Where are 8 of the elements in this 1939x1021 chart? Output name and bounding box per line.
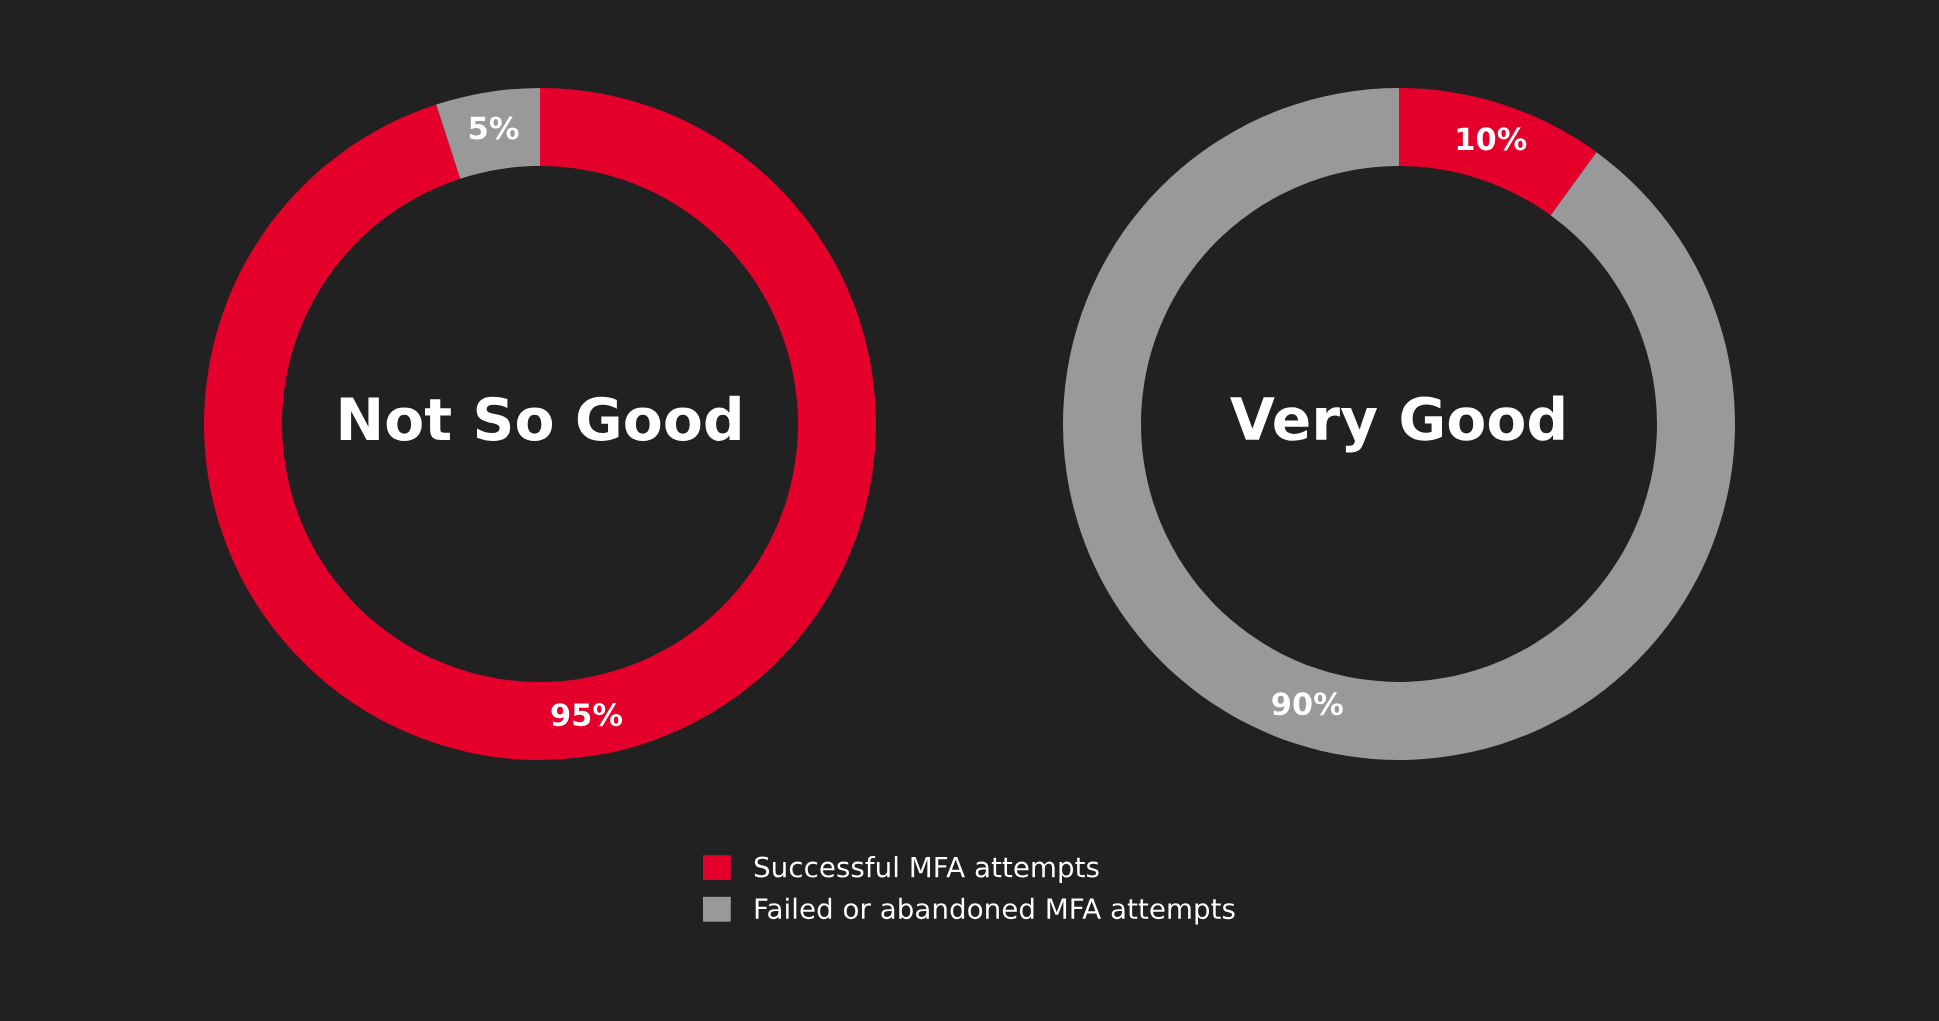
legend-label: Successful MFA attempts <box>754 856 1099 883</box>
data-label: 95% <box>551 703 623 727</box>
data-label: 90% <box>1272 692 1343 716</box>
data-label: 5% <box>469 116 519 140</box>
data-label: 10% <box>1457 127 1527 151</box>
slice-label: Very Good <box>1230 395 1564 453</box>
legend-label: Failed or abandoned MFA attempts <box>755 897 1235 925</box>
slice-label: Not So Good <box>340 395 740 441</box>
